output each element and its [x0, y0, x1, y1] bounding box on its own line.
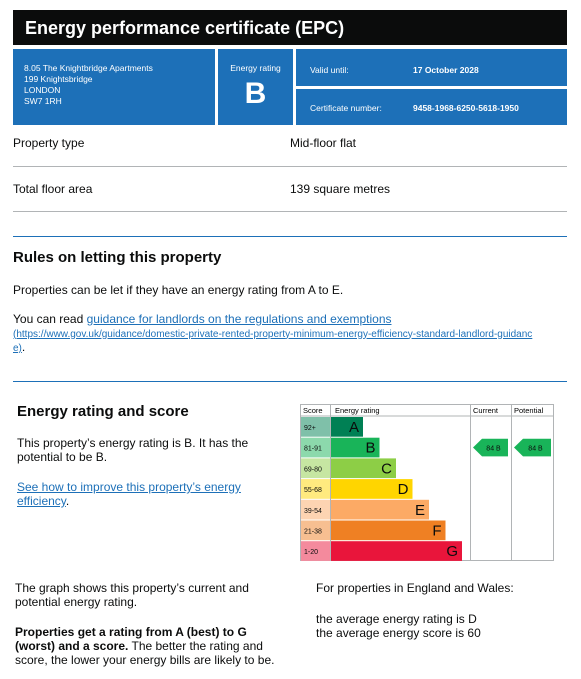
valid-box: Valid until: 17 October 2028 [296, 49, 567, 86]
graph-header: Energy rating [335, 406, 380, 415]
band-letter: F [432, 523, 441, 540]
paragraph: the average energy score is 60 [316, 626, 481, 640]
rating-arrow-label: 84 B [486, 446, 501, 453]
row-label: Total floor area [13, 182, 93, 196]
row-value: Mid-floor flat [290, 136, 357, 150]
band-bar [331, 541, 462, 561]
paragraph: Properties get a rating from A (best) to… [15, 625, 285, 667]
paragraph: For properties in England and Wales: [316, 581, 514, 595]
score-cell [301, 417, 330, 437]
paragraph: This property’s energy rating is B. It h… [17, 436, 249, 464]
band-letter: D [398, 481, 409, 498]
row-value: 139 square metres [290, 182, 391, 196]
certificate-label: Certificate number: [310, 103, 382, 113]
graph-header: Potential [514, 406, 544, 415]
band-score: 92+ [304, 425, 316, 432]
band-bar [331, 499, 429, 520]
address-line: LONDON [24, 85, 61, 95]
certificate-box: Certificate number: 9458-1968-6250-5618-… [296, 89, 567, 125]
paragraph: See how to improve this property’s energ… [17, 480, 257, 508]
address-line: 8.05 The Knightbridge Apartments [24, 63, 153, 73]
link[interactable]: guidance for landlords on the regulation… [86, 312, 392, 326]
bold-text: Properties get a rating from A (best) to… [15, 625, 247, 653]
rating-arrow-label: 84 B [528, 446, 543, 453]
score-cell [301, 520, 330, 541]
valid-date: 17 October 2028 [413, 65, 479, 75]
paragraph: You can read guidance for landlords on t… [13, 312, 533, 356]
section-rule [13, 236, 567, 237]
row-label: Property type [13, 136, 85, 150]
divider [13, 211, 567, 212]
certificate-number: 9458-1968-6250-5618-1950 [413, 103, 519, 113]
rating-arrow [514, 438, 551, 457]
address-box: 8.05 The Knightbridge Apartments 199 Kni… [13, 49, 215, 125]
text: . [21, 340, 26, 354]
score-cell [301, 499, 330, 520]
link-url[interactable]: (https://www.gov.uk/guidance/domestic-pr… [13, 328, 533, 355]
band-bar [331, 437, 380, 458]
score-cell [301, 541, 330, 561]
score-cell [301, 458, 330, 479]
band-bar [331, 417, 363, 437]
band-score: 21-38 [304, 529, 322, 536]
band-bar [331, 520, 446, 541]
band-score: 1-20 [304, 549, 318, 556]
section-rule [13, 381, 567, 382]
paragraph: Properties can be let if they have an en… [13, 283, 344, 297]
score-cell [301, 437, 330, 458]
rating-graph: Score Energy rating Current Potential 92+ A 81… [300, 404, 554, 561]
title: Energy performance certificate (EPC) [25, 18, 345, 38]
rating-arrow [473, 438, 508, 457]
rating-box: Energy rating B [218, 49, 293, 125]
rating-label: Energy rating [230, 63, 281, 73]
graph-header: Score [303, 406, 323, 415]
band-letter: E [415, 502, 425, 519]
address-line: 199 Knightsbridge [24, 74, 93, 84]
band-bar [331, 479, 413, 499]
band-letter: G [446, 543, 458, 560]
rating-value: B [244, 77, 267, 110]
band-letter: B [365, 440, 375, 457]
graph-header: Current [473, 406, 499, 415]
band-score: 39-54 [304, 508, 322, 515]
score-cell [301, 479, 330, 499]
band-letter: A [349, 419, 359, 436]
address-line: SW7 1RH [24, 96, 62, 106]
band-score: 55-68 [304, 487, 322, 494]
text: . [65, 494, 70, 508]
valid-label: Valid until: [310, 65, 349, 75]
band-bar [331, 458, 396, 479]
divider [13, 166, 567, 167]
title-bar: Energy performance certificate (EPC) [13, 10, 567, 45]
paragraph: the average energy rating is D [316, 612, 477, 626]
section-heading: Energy rating and score [17, 403, 189, 420]
band-score: 69-80 [304, 466, 322, 473]
band-letter: C [381, 460, 392, 477]
text: You can read [13, 312, 87, 326]
paragraph: The graph shows this property’s current … [15, 581, 249, 609]
section-heading: Rules on letting this property [13, 249, 222, 266]
link[interactable]: See how to improve this property’s energ… [17, 480, 241, 508]
band-score: 81-91 [304, 446, 322, 453]
text: The better the rating and score, the low… [15, 639, 275, 667]
